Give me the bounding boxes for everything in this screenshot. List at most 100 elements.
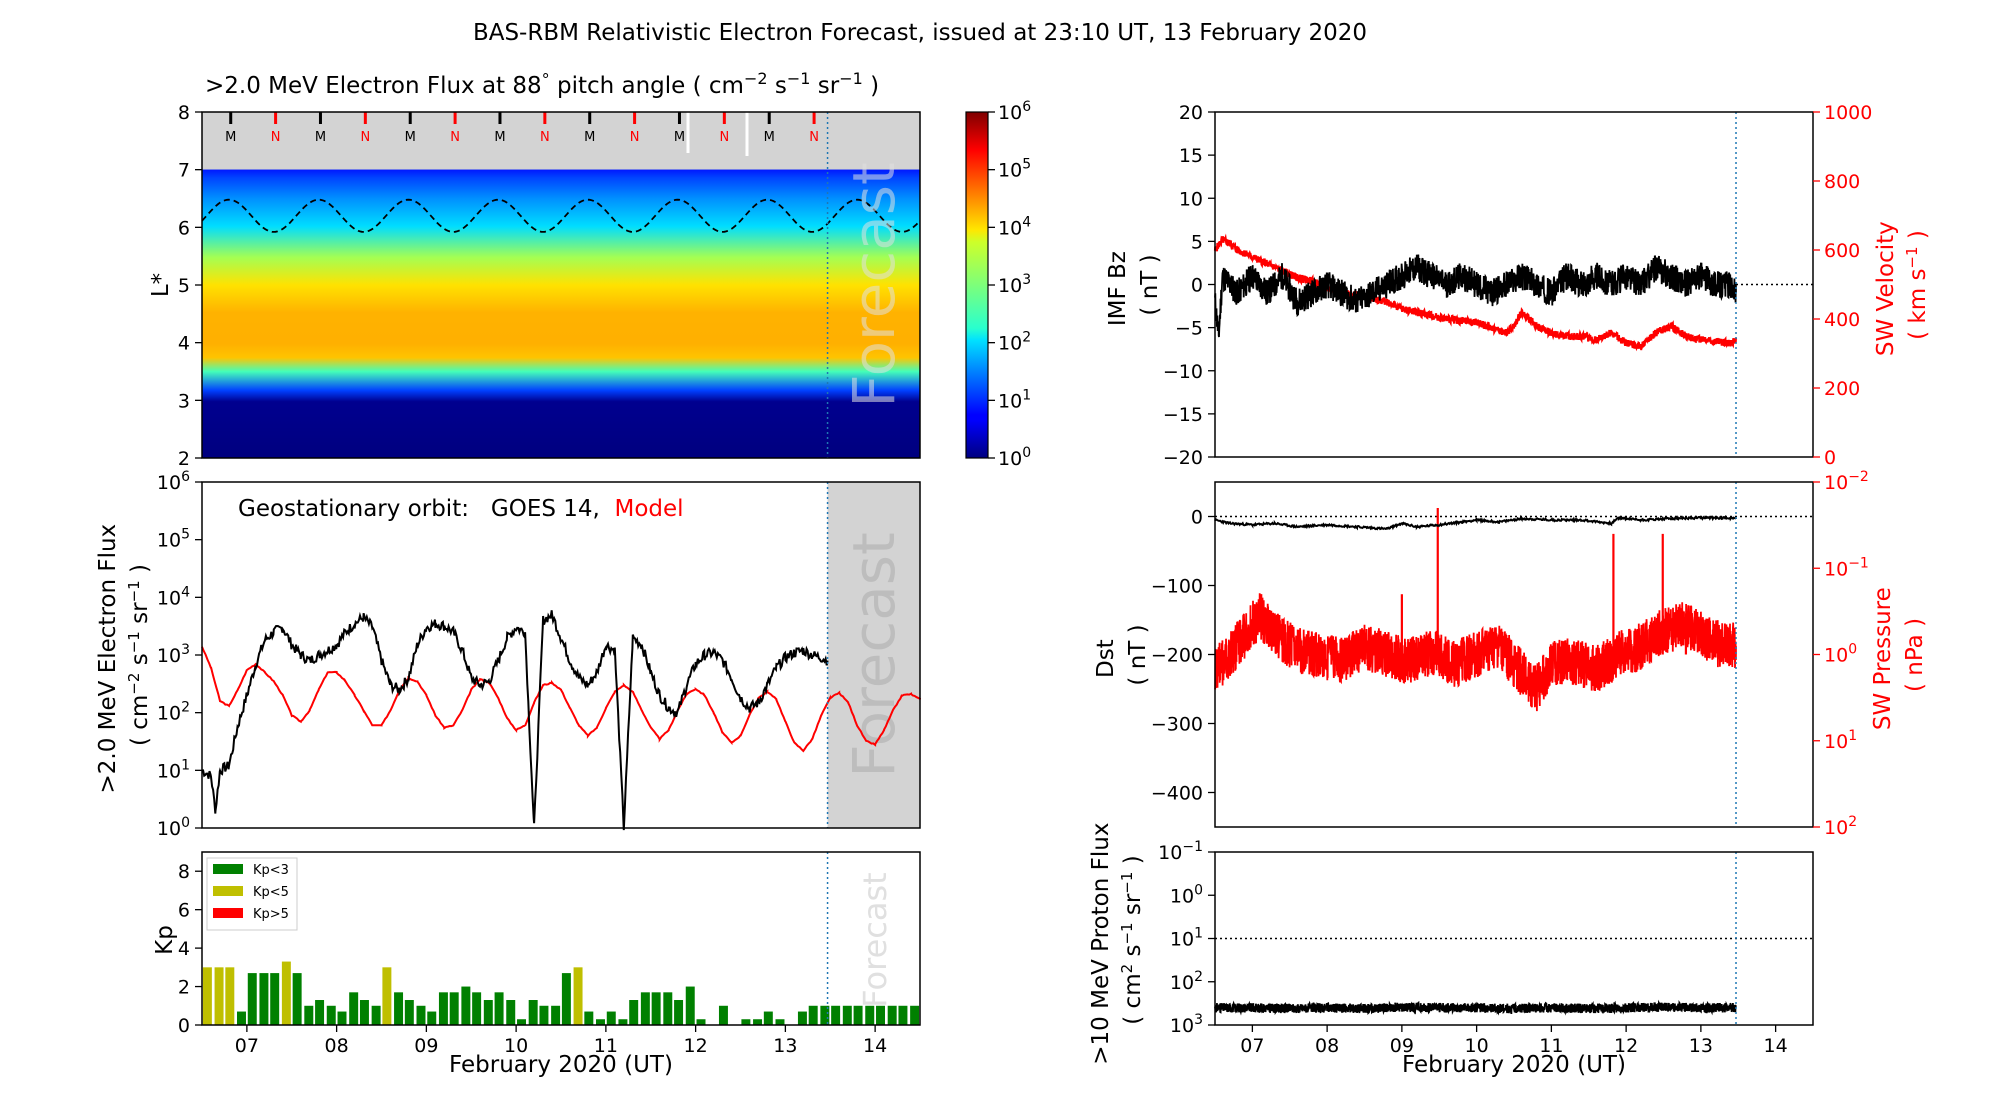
left-x-ticks: 07 08 09 10 11 12 13 14 bbox=[235, 1025, 887, 1057]
kp-panel-frame bbox=[201, 851, 921, 1026]
geo-panel-frame bbox=[201, 481, 921, 829]
tick-label: 5 bbox=[1191, 231, 1203, 253]
kp-legend: Kp<3 Kp<5 Kp>5 bbox=[206, 857, 298, 931]
orbit-marker-label: M bbox=[584, 130, 595, 145]
kp-bar bbox=[483, 1000, 493, 1025]
imf-y2-label: SW Velocity ( km s−1 ) bbox=[1873, 214, 1931, 356]
forecast-label: Forecast bbox=[840, 532, 908, 777]
series-line-model bbox=[201, 646, 921, 753]
tick-label: 103 bbox=[157, 642, 190, 667]
proton-panel-frame bbox=[1214, 851, 1814, 1026]
kp-bar bbox=[214, 967, 224, 1025]
tick-label: 800 bbox=[1824, 171, 1860, 193]
tick-label: 08 bbox=[325, 1035, 349, 1057]
tick-label: 0 bbox=[1191, 507, 1203, 529]
orbit-marker-label: M bbox=[494, 130, 505, 145]
tick-label: 11 bbox=[594, 1035, 618, 1057]
kp-bar bbox=[808, 1005, 818, 1025]
right-x-label: February 2020 (UT) bbox=[1402, 1052, 1626, 1078]
tick-label: 100 bbox=[1170, 882, 1203, 907]
kp-bar bbox=[876, 1005, 885, 1025]
kp-bar bbox=[394, 992, 404, 1025]
dst-panel: 0 −100 −200 −300 −400 10−2 10−1 100 101 102 Dst … bbox=[1093, 469, 1928, 839]
tick-label: 5 bbox=[178, 275, 190, 297]
orbit-marker-label: N bbox=[719, 130, 729, 145]
kp-bar bbox=[349, 992, 359, 1025]
kp-bar bbox=[315, 1000, 325, 1025]
tick-label: 103 bbox=[998, 272, 1031, 297]
geo-y-label: >2.0 MeV Electron Flux ( cm−2 s−1 sr−1 ) bbox=[95, 517, 153, 794]
lstar-y-label: L* bbox=[148, 273, 174, 297]
tick-label: 10−1 bbox=[1824, 555, 1869, 580]
tick-label: 105 bbox=[998, 157, 1031, 182]
series-line-sw-velocity bbox=[1213, 233, 1738, 352]
orbit-marker-label: M bbox=[405, 130, 416, 145]
kp-bar bbox=[202, 967, 212, 1025]
series-line-proton-flux bbox=[1214, 999, 1737, 1016]
kp-panel: Forecast 0 2 4 6 8 Kp Kp<3 Kp<5 Kp>5 07 08 09 1… bbox=[152, 851, 921, 1078]
kp-bar bbox=[651, 992, 661, 1025]
injection-marks bbox=[686, 112, 749, 156]
tick-label: 102 bbox=[157, 700, 190, 725]
geo-y-ticks: 100 101 102 103 104 105 106 bbox=[157, 469, 202, 840]
geo-series bbox=[201, 610, 921, 831]
kp-bar bbox=[910, 1005, 920, 1025]
tick-label: 102 bbox=[1170, 969, 1203, 994]
series-line-dst bbox=[1214, 514, 1737, 531]
tick-label: −400 bbox=[1151, 783, 1203, 805]
left-x-label: February 2020 (UT) bbox=[449, 1052, 673, 1078]
kp-bar bbox=[382, 967, 392, 1025]
forecast-label: Forecast bbox=[840, 162, 908, 407]
tick-label: 0 bbox=[1191, 275, 1203, 297]
tick-label: −20 bbox=[1163, 447, 1203, 469]
kp-bar bbox=[551, 1005, 561, 1025]
kp-bar bbox=[842, 1005, 852, 1025]
tick-label: 07 bbox=[1240, 1035, 1264, 1057]
tick-label: 8 bbox=[178, 861, 190, 883]
lstar-heatmap bbox=[202, 112, 920, 458]
kp-bar bbox=[225, 967, 235, 1025]
tick-label: −300 bbox=[1151, 714, 1203, 736]
kp-bar bbox=[337, 1011, 347, 1025]
kp-bar bbox=[270, 973, 280, 1025]
kp-bar bbox=[718, 1005, 728, 1025]
tick-label: 09 bbox=[414, 1035, 438, 1057]
kp-bar bbox=[359, 1000, 369, 1025]
tick-label: 12 bbox=[684, 1035, 708, 1057]
kp-y-label: Kp bbox=[152, 925, 178, 955]
kp-bar bbox=[618, 1019, 628, 1025]
tick-label: 101 bbox=[1170, 926, 1203, 951]
tick-label: 106 bbox=[998, 99, 1031, 124]
kp-bar bbox=[281, 961, 291, 1025]
orbit-marker-label: M bbox=[225, 130, 236, 145]
orbit-marker-label: N bbox=[360, 130, 370, 145]
dst-y2-label: SW Pressure ( nPa ) bbox=[1870, 580, 1928, 730]
proton-y-ticks: 10−1 100 101 102 103 bbox=[1158, 839, 1215, 1037]
tick-label: 13 bbox=[773, 1035, 797, 1057]
kp-legend-high: Kp>5 bbox=[253, 907, 289, 922]
tick-label: 6 bbox=[178, 217, 190, 239]
tick-label: 100 bbox=[157, 815, 190, 840]
dst-y2-ticks: 10−2 10−1 100 101 102 bbox=[1813, 469, 1869, 839]
kp-bar bbox=[292, 973, 302, 1025]
kp-bar bbox=[797, 1011, 807, 1025]
kp-bar bbox=[371, 1005, 381, 1025]
tick-label: 10−2 bbox=[1824, 469, 1869, 494]
kp-bar bbox=[416, 1005, 426, 1025]
kp-bar bbox=[865, 1005, 875, 1025]
kp-bar bbox=[438, 992, 448, 1025]
kp-bar bbox=[663, 992, 673, 1025]
kp-legend-low: Kp<3 bbox=[253, 863, 289, 878]
kp-bar bbox=[853, 1005, 863, 1025]
kp-bar bbox=[237, 1011, 246, 1025]
orbit-marker-label: M bbox=[764, 130, 775, 145]
tick-label: 106 bbox=[157, 469, 190, 494]
kp-bar bbox=[898, 1005, 908, 1025]
tick-label: 10−1 bbox=[1158, 839, 1203, 864]
series-line-imf-bz bbox=[1214, 254, 1737, 338]
tick-label: 104 bbox=[157, 584, 190, 609]
geo-legend: Geostationary orbit: GOES 14, Model bbox=[238, 496, 684, 522]
tick-label: 4 bbox=[178, 938, 190, 960]
tick-label: 100 bbox=[998, 445, 1031, 470]
